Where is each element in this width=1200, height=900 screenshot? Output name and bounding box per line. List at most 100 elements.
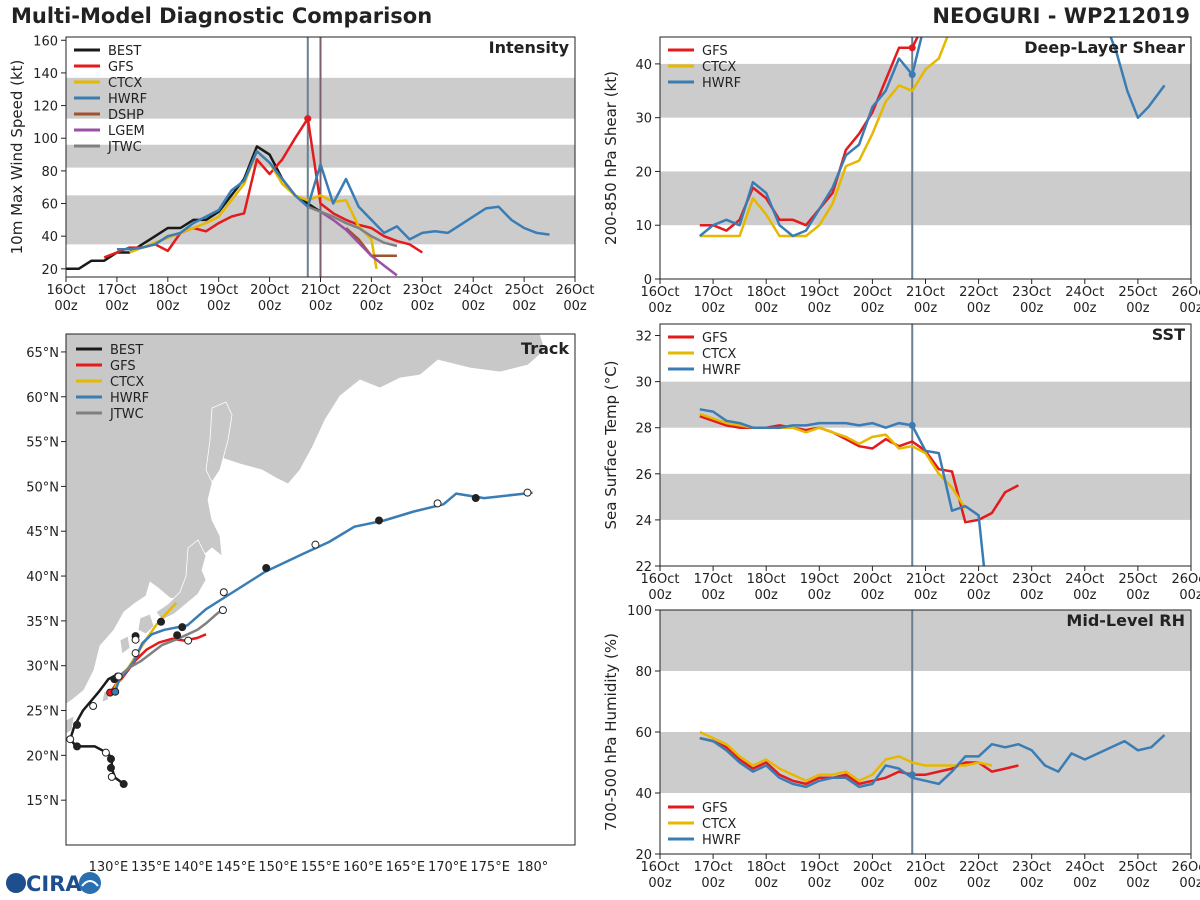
track-marker-best [106, 763, 115, 772]
rh-xtick-label: 19Oct [800, 860, 839, 875]
track-marker-hwrf [311, 540, 320, 549]
sst-xtick-label: 22Oct [959, 572, 998, 587]
track-ytick-label: 25°N [26, 705, 59, 720]
track-xtick-label: 130°E [89, 860, 129, 875]
rh-ytick-label: 40 [635, 787, 652, 802]
track-land-group [66, 334, 546, 735]
track-marker-hwrf [433, 499, 442, 508]
track-ytick-label: 55°N [26, 436, 59, 451]
track-marker-best [73, 742, 82, 751]
sst-xtick-label-2: 00z [861, 588, 885, 603]
rh-xtick-label: 22Oct [959, 860, 998, 875]
sst-xtick-label: 23Oct [1012, 572, 1051, 587]
intensity-legend-label: JTWC [107, 140, 142, 155]
rh-ytick-label: 100 [627, 604, 652, 619]
track-marker-hwrf [262, 563, 271, 572]
sst-marker-hwrf [908, 421, 916, 429]
intensity-xtick-label: 19Oct [199, 283, 238, 298]
intensity-ylabel: 10m Max Wind Speed (kt) [8, 60, 26, 255]
rh-xtick-label: 25Oct [1118, 860, 1157, 875]
logo-text: CIRA [26, 872, 82, 896]
track-xtick-label: 175°E [470, 860, 510, 875]
rh-xtick-label-2: 00z [914, 876, 938, 891]
rh-xtick-label: 21Oct [906, 860, 945, 875]
track-marker-best [106, 754, 115, 763]
shear-xtick-label-2: 00z [1126, 301, 1150, 316]
rh-series-gfs [699, 736, 1019, 786]
rh-ytick-label: 60 [635, 726, 652, 741]
storm-title: NEOGURI - WP212019 [932, 4, 1190, 28]
sst-xtick-label-2: 00z [1126, 588, 1150, 603]
rh-xtick-label-2: 00z [808, 876, 832, 891]
shear-marker-gfs [908, 44, 916, 52]
sst-xtick-label: 25Oct [1118, 572, 1157, 587]
sst-series-hwrf [699, 408, 986, 566]
track-marker-best [89, 702, 98, 711]
track-land [137, 613, 155, 635]
rh-xtick-label: 18Oct [747, 860, 786, 875]
intensity-xtick-label-2: 00z [105, 299, 129, 314]
shear-xtick-label-2: 00z [861, 301, 885, 316]
rh-xtick-label-2: 00z [755, 876, 779, 891]
sst-xtick-label: 17Oct [694, 572, 733, 587]
intensity-title: Intensity [489, 38, 570, 57]
track-land [66, 334, 546, 705]
sst-legend-label: HWRF [702, 363, 741, 378]
track-ytick-label: 30°N [26, 660, 59, 675]
shear-xtick-label-2: 00z [808, 301, 832, 316]
intensity-xtick-label: 16Oct [46, 283, 85, 298]
intensity-xtick-label-2: 00z [462, 299, 486, 314]
intensity-ytick-label: 100 [33, 132, 58, 147]
rh-xtick-label-2: 00z [1073, 876, 1097, 891]
intensity-legend-label: LGEM [108, 124, 145, 139]
track-legend-label: BEST [110, 343, 143, 358]
track-legend-label: JTWC [109, 407, 144, 422]
rh-series-hwrf [699, 734, 1166, 789]
intensity-xtick-label: 20Oct [250, 283, 289, 298]
rh-legend-label: GFS [702, 801, 728, 816]
sst-band [660, 381, 1191, 428]
track-marker-hwrf [523, 488, 532, 497]
rh-xtick-label-2: 00z [1179, 876, 1200, 891]
sst-xtick-label-2: 00z [1020, 588, 1044, 603]
track-xtick-label: 165°E [386, 860, 426, 875]
shear-legend-label: GFS [702, 44, 728, 59]
track-marker-hwrf [219, 588, 228, 597]
intensity-xtick-label-2: 00z [360, 299, 384, 314]
intensity-series-hwrf [116, 150, 550, 251]
intensity-legend-label: CTCX [108, 76, 142, 91]
track-ytick-label: 20°N [26, 749, 59, 764]
track-land [205, 401, 233, 483]
rh-xtick-label-2: 00z [701, 876, 725, 891]
shear-series-gfs [699, 37, 919, 232]
track-xtick-label: 135°E [131, 860, 171, 875]
sst-xtick-label-2: 00z [967, 588, 991, 603]
shear-ytick-label: 20 [635, 165, 652, 180]
rh-xtick-label: 23Oct [1012, 860, 1051, 875]
track-marker-best [66, 735, 75, 744]
track-marker-best [73, 720, 82, 729]
track-xtick-label: 150°E [258, 860, 298, 875]
shear-ytick-label: 10 [635, 219, 652, 234]
track-title: Track [521, 339, 569, 358]
shear-xtick-label: 16Oct [640, 285, 679, 300]
shear-series-group [699, 37, 1166, 238]
sst-legend-label: CTCX [702, 347, 736, 362]
sst-xtick-label-2: 00z [808, 588, 832, 603]
shear-xtick-label: 19Oct [800, 285, 839, 300]
track-marker-best [107, 772, 116, 781]
shear-xtick-label: 17Oct [694, 285, 733, 300]
track-legend-label: CTCX [110, 375, 144, 390]
track-marker-jtwc [184, 636, 193, 645]
globe-icon [6, 873, 26, 893]
shear-xtick-label-2: 00z [967, 301, 991, 316]
rh-legend-label: HWRF [702, 833, 741, 848]
track-frame [65, 333, 576, 846]
sst-ylabel: Sea Surface Temp (°C) [602, 360, 620, 529]
track-xtick-label: 160°E [343, 860, 383, 875]
shear-ytick-label: 30 [635, 112, 652, 127]
shear-xtick-label: 25Oct [1118, 285, 1157, 300]
shear-xtick-label: 20Oct [853, 285, 892, 300]
intensity-xtick-label-2: 00z [563, 299, 587, 314]
